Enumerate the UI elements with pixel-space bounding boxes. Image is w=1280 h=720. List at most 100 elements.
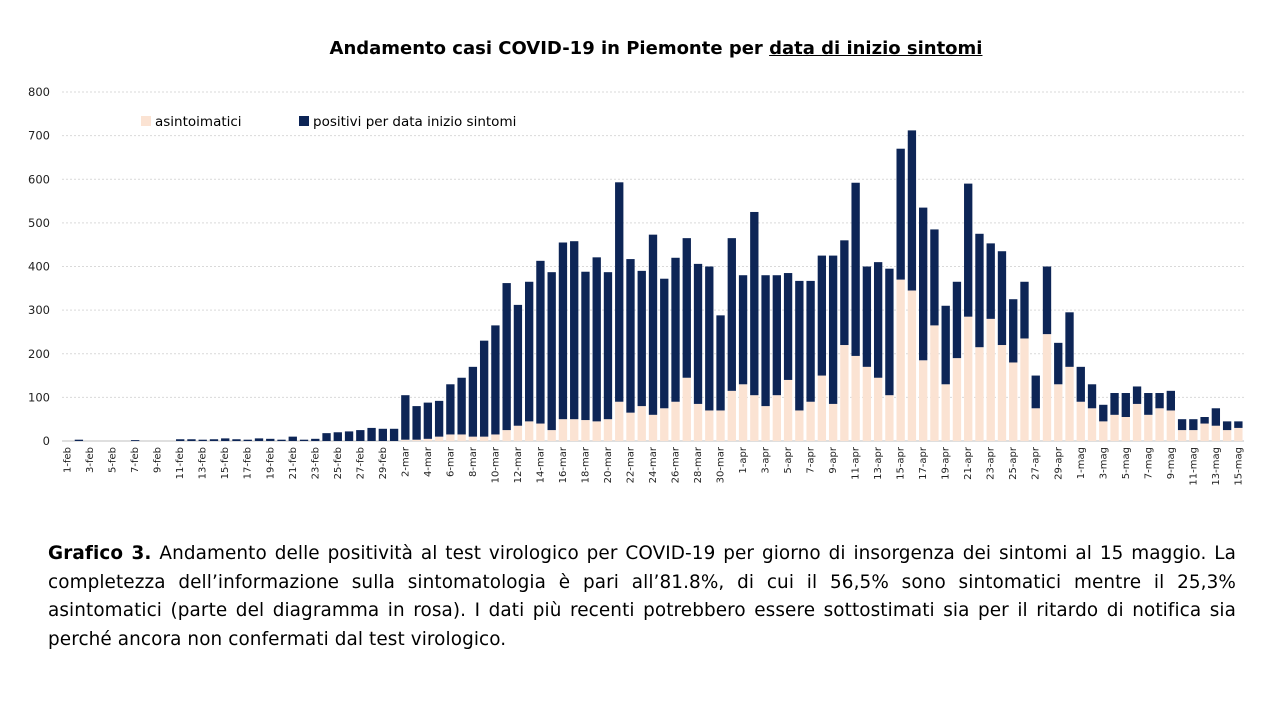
x-tick-label: 5-apr bbox=[783, 446, 794, 473]
bar-symptomatic bbox=[479, 340, 489, 437]
x-tick-label: 23-feb bbox=[310, 447, 321, 479]
bar-symptomatic bbox=[401, 395, 410, 440]
x-tick-label: 2-mar bbox=[400, 446, 411, 477]
x-tick-label: 15-feb bbox=[220, 447, 231, 479]
x-tick-label: 26-mar bbox=[671, 446, 682, 483]
stacked-bar-chart: 0 100 200 300 400 500 600 700 800 1-feb 3-feb 5-fe… bbox=[28, 85, 1244, 486]
bar-asymptomatic bbox=[716, 410, 725, 441]
bar-symptomatic bbox=[896, 148, 905, 280]
bar-symptomatic bbox=[457, 377, 466, 435]
x-tick-label: 12-mar bbox=[513, 446, 524, 483]
bar-symptomatic bbox=[491, 325, 500, 435]
x-tick-label: 21-apr bbox=[963, 446, 974, 480]
legend-swatch-symptomatic bbox=[299, 116, 309, 126]
x-tick-label: 19-feb bbox=[265, 447, 276, 479]
x-tick-label: 13-apr bbox=[873, 446, 884, 480]
bar-asymptomatic bbox=[1065, 366, 1074, 441]
bar-asymptomatic bbox=[603, 419, 613, 441]
bar-asymptomatic bbox=[446, 434, 455, 441]
bar-asymptomatic bbox=[671, 401, 680, 441]
bar-asymptomatic bbox=[434, 436, 444, 441]
bar-symptomatic bbox=[367, 427, 376, 441]
bar-asymptomatic bbox=[1177, 430, 1187, 441]
bar-symptomatic bbox=[682, 238, 691, 378]
bar-symptomatic bbox=[705, 266, 714, 411]
bar-asymptomatic bbox=[873, 377, 883, 441]
bar-symptomatic bbox=[1009, 299, 1018, 363]
bar-asymptomatic bbox=[1211, 425, 1221, 441]
bar-asymptomatic bbox=[964, 316, 973, 441]
bar-asymptomatic bbox=[783, 379, 793, 441]
bar-asymptomatic bbox=[401, 439, 410, 441]
bar-asymptomatic bbox=[1166, 410, 1175, 441]
x-tick-label: 30-mar bbox=[716, 446, 727, 483]
bar-symptomatic bbox=[378, 428, 387, 441]
x-tick-label: 11-mag bbox=[1188, 447, 1199, 486]
bar-symptomatic bbox=[1189, 419, 1198, 431]
x-tick-label: 3-mag bbox=[1098, 447, 1109, 479]
bar-symptomatic bbox=[266, 438, 275, 441]
bar-symptomatic bbox=[1042, 266, 1052, 335]
y-axis-ticks: 0 100 200 300 400 500 600 700 800 bbox=[28, 85, 50, 448]
bar-asymptomatic bbox=[817, 375, 827, 441]
bar-asymptomatic bbox=[885, 395, 894, 441]
x-tick-label: 3-feb bbox=[85, 447, 96, 473]
x-tick-label: 15-apr bbox=[896, 446, 907, 480]
x-tick-label: 14-mar bbox=[535, 446, 546, 483]
bar-symptomatic bbox=[423, 402, 433, 439]
bar-symptomatic bbox=[637, 270, 646, 407]
bar-asymptomatic bbox=[986, 318, 995, 441]
bar-asymptomatic bbox=[1020, 338, 1029, 441]
bar-symptomatic bbox=[322, 433, 331, 441]
x-tick-label: 13-feb bbox=[198, 447, 209, 479]
bar-asymptomatic bbox=[1132, 403, 1142, 441]
x-tick-label: 1-feb bbox=[63, 447, 74, 473]
bar-symptomatic bbox=[333, 432, 342, 441]
bar-asymptomatic bbox=[525, 421, 534, 441]
bar-symptomatic bbox=[502, 283, 511, 431]
caption-label: Grafico 3. bbox=[48, 543, 152, 564]
bar-symptomatic bbox=[795, 280, 804, 411]
bar-symptomatic bbox=[592, 257, 601, 422]
bar-symptomatic bbox=[198, 439, 207, 441]
y-tick-label: 700 bbox=[28, 129, 50, 143]
bar-symptomatic bbox=[1087, 384, 1097, 409]
y-tick-label: 300 bbox=[28, 303, 50, 317]
bar-symptomatic bbox=[671, 257, 680, 402]
x-tick-label: 18-mar bbox=[580, 446, 591, 483]
bar-asymptomatic bbox=[637, 406, 646, 441]
bar-symptomatic bbox=[1031, 375, 1040, 409]
legend-label-asymptomatic: asintoimatici bbox=[155, 114, 242, 130]
x-tick-label: 1-apr bbox=[738, 446, 749, 473]
bar-symptomatic bbox=[412, 406, 421, 440]
bar-asymptomatic bbox=[660, 408, 669, 441]
x-tick-label: 5-mag bbox=[1121, 447, 1132, 479]
bar-asymptomatic bbox=[828, 403, 838, 441]
legend: asintoimatici positivi per data inizio si… bbox=[141, 114, 516, 130]
x-tick-label: 25-feb bbox=[333, 447, 344, 479]
x-tick-label: 9-mag bbox=[1166, 447, 1177, 479]
x-tick-label: 7-mag bbox=[1143, 447, 1154, 479]
x-tick-label: 29-apr bbox=[1053, 446, 1064, 480]
bar-symptomatic bbox=[716, 315, 725, 411]
bar-asymptomatic bbox=[952, 358, 962, 441]
bar-asymptomatic bbox=[761, 406, 770, 441]
bar-asymptomatic bbox=[1042, 334, 1052, 441]
bar-symptomatic bbox=[828, 255, 838, 404]
bar-symptomatic bbox=[209, 439, 219, 441]
bar-asymptomatic bbox=[1155, 408, 1164, 441]
y-tick-label: 100 bbox=[28, 390, 50, 404]
bar-symptomatic bbox=[468, 366, 478, 437]
x-tick-label: 19-apr bbox=[941, 446, 952, 480]
bar-symptomatic bbox=[74, 439, 84, 441]
y-tick-label: 800 bbox=[28, 85, 50, 99]
bar-asymptomatic bbox=[615, 401, 624, 441]
bar-symptomatic bbox=[1166, 390, 1175, 411]
bar-asymptomatic bbox=[919, 360, 928, 441]
y-tick-label: 500 bbox=[28, 216, 50, 230]
bars bbox=[74, 130, 1243, 441]
bar-symptomatic bbox=[1144, 393, 1153, 415]
bar-symptomatic bbox=[131, 440, 140, 441]
bar-asymptomatic bbox=[806, 401, 815, 441]
bar-asymptomatic bbox=[491, 434, 500, 441]
